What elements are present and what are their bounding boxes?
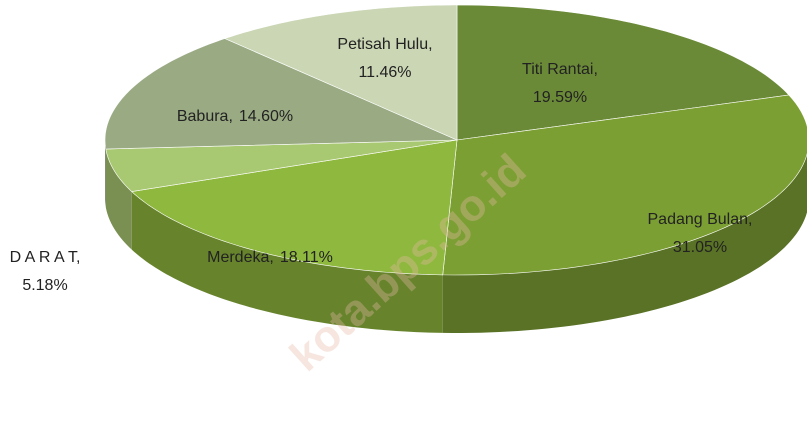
label-separator: , [593, 61, 597, 78]
slice-side [105, 140, 106, 208]
data-label: Titi Rantai, 19.59% [522, 61, 598, 106]
label-name: Merdeka [207, 249, 269, 266]
label-name: Petisah Hulu [337, 36, 428, 53]
labels: Titi Rantai, 19.59% Padang Bulan, 31.05% Mer… [10, 36, 753, 294]
label-separator: , [228, 108, 232, 125]
slice-side [442, 154, 807, 333]
label-separator: , [748, 211, 752, 228]
data-label: Merdeka, 18.11% [207, 249, 333, 266]
label-value: 5.18% [22, 277, 67, 294]
label-value: 19.59% [533, 89, 587, 106]
label-separator: , [428, 36, 432, 53]
pie-sides [105, 140, 807, 333]
data-label: D A R A T, 5.18% [10, 249, 81, 294]
slice-side [105, 149, 132, 250]
slice [224, 4, 458, 141]
slice-side [131, 191, 443, 333]
slice [442, 94, 807, 276]
slice [105, 139, 458, 192]
label-value: 31.05% [673, 239, 727, 256]
label-value: 11.46% [358, 64, 411, 81]
data-label: Petisah Hulu, 11.46% [337, 36, 432, 81]
label-name: Padang Bulan [648, 211, 749, 228]
label-separator: , [269, 249, 273, 266]
label-name: Babura [177, 108, 229, 125]
label-value: 18.11% [280, 249, 333, 266]
slice [131, 139, 458, 276]
pie-tops [104, 4, 807, 276]
label-name: Titi Rantai [522, 61, 593, 78]
slice [104, 38, 458, 150]
label-value: 14.60% [239, 108, 293, 125]
label-separator: , [76, 249, 80, 266]
data-label: Padang Bulan, 31.05% [648, 211, 753, 256]
label-name: D A R A T [10, 249, 78, 266]
data-label: Babura, 14.60% [177, 108, 293, 125]
